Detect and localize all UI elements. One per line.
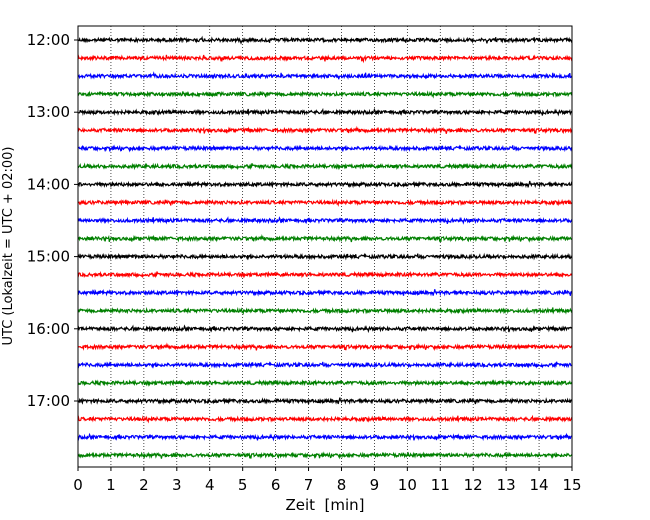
- trace-1545: [77, 306, 573, 316]
- y-tick-label: 15:00: [27, 248, 70, 266]
- x-tick-label: 9: [370, 476, 380, 494]
- x-tick-label: 7: [304, 476, 314, 494]
- trace-1700: [77, 397, 573, 405]
- x-tick-label: 4: [205, 476, 215, 494]
- trace-1630: [77, 360, 573, 369]
- x-tick-label: 10: [398, 476, 417, 494]
- y-axis: 12:00 13:00 14:00 15:00 16:00 17:00: [27, 31, 78, 410]
- x-tick-label: 6: [271, 476, 281, 494]
- trace-1715: [77, 414, 573, 424]
- trace-1515: [77, 270, 573, 279]
- trace-1615: [77, 342, 573, 352]
- trace-1230: [77, 71, 573, 80]
- y-axis-label: UTC (Lokalzeit = UTC + 02:00): [1, 147, 16, 346]
- trace-1645: [77, 379, 573, 387]
- trace-1430: [77, 216, 573, 225]
- trace-1345: [77, 162, 573, 171]
- y-tick-label: 12:00: [27, 31, 70, 49]
- y-tick-label: 16:00: [27, 320, 70, 338]
- trace-1400: [77, 180, 573, 189]
- trace-1330: [78, 144, 573, 153]
- trace-1300: [77, 107, 573, 117]
- trace-1530: [77, 288, 573, 297]
- x-axis-label: Zeit [min]: [285, 496, 364, 514]
- trace-1445: [77, 234, 573, 243]
- trace-1600: [77, 324, 573, 334]
- trace-1500: [77, 252, 573, 261]
- x-tick-label: 0: [73, 476, 83, 494]
- trace-1315: [77, 125, 573, 135]
- x-tick-label: 8: [337, 476, 347, 494]
- x-tick-label: 5: [238, 476, 248, 494]
- x-tick-label: 2: [139, 476, 149, 494]
- y-tick-label: 17:00: [27, 392, 70, 410]
- x-tick-label: 3: [172, 476, 182, 494]
- trace-1415: [77, 198, 573, 207]
- y-tick-label: 13:00: [27, 103, 70, 121]
- trace-1745: [77, 451, 573, 460]
- x-tick-label: 11: [431, 476, 450, 494]
- plot-frame: [77, 25, 573, 468]
- y-tick-label: 14:00: [27, 175, 70, 193]
- x-tick-label: 1: [106, 476, 116, 494]
- x-tick-label: 12: [464, 476, 483, 494]
- x-tick-label: 13: [497, 476, 516, 494]
- trace-1200: [77, 35, 573, 45]
- x-tick-label: 14: [530, 476, 549, 494]
- trace-1245: [77, 90, 573, 99]
- traces: [77, 35, 573, 460]
- x-axis: 0 1 2 3 4 5 6 7 8 9 10 11 12 13 14 15: [73, 467, 582, 494]
- trace-1215: [77, 54, 573, 64]
- trace-1730: [77, 432, 573, 442]
- x-tick-label: 15: [562, 476, 581, 494]
